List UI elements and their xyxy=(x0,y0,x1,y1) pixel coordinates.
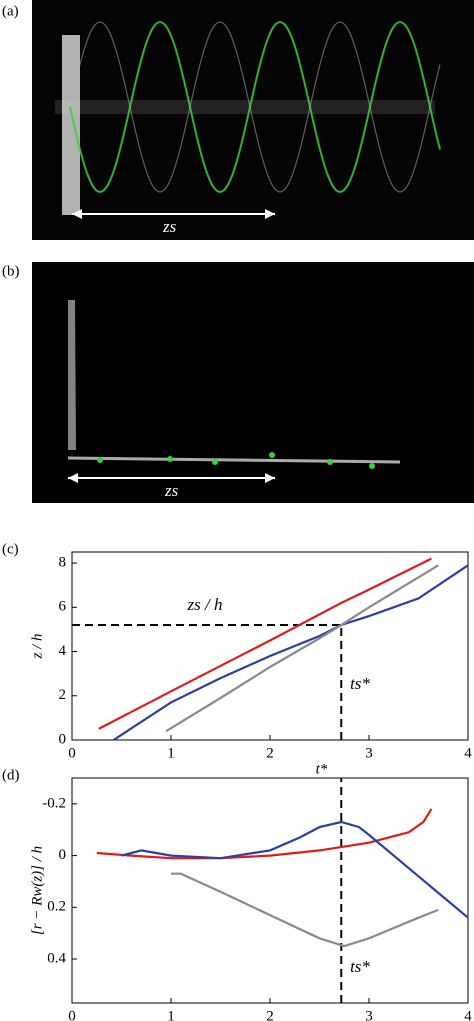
x-axis-label: t* xyxy=(316,761,328,777)
x-tick-label: 3 xyxy=(365,745,373,761)
panel-label: (b) xyxy=(2,263,20,279)
y-axis-label: [r − Rw(z)] / h xyxy=(29,846,45,935)
line xyxy=(96,808,433,860)
y-tick-label: 4 xyxy=(59,643,67,659)
x-tick-label: 2 xyxy=(266,1008,274,1021)
y-tick-label: 0.4 xyxy=(47,950,66,966)
line xyxy=(98,557,432,730)
y-tick-label: 8 xyxy=(59,554,67,570)
x-tick-label: 3 xyxy=(365,1008,373,1021)
helix xyxy=(69,20,441,194)
line xyxy=(165,564,439,733)
annotation: zs xyxy=(162,217,177,236)
nozzle xyxy=(62,35,80,215)
x-tick-label: 4 xyxy=(464,745,472,761)
y-tick-label: 2 xyxy=(59,687,67,703)
y-tick-label: 0.2 xyxy=(47,899,66,915)
droplet xyxy=(167,456,173,462)
panel-label: (d) xyxy=(2,767,20,783)
x-tick-label: 1 xyxy=(167,745,175,761)
helix xyxy=(69,21,441,193)
x-tick-label: 0 xyxy=(68,1008,76,1021)
annotation: zs / h xyxy=(187,595,223,614)
y-axis-label: z / h xyxy=(29,633,45,659)
annotation: ts* xyxy=(350,957,370,976)
panel-label: (a) xyxy=(2,3,19,19)
plot-frame xyxy=(71,777,469,1004)
x-tick-label: 4 xyxy=(464,1008,472,1021)
droplet xyxy=(327,459,333,465)
droplet xyxy=(97,457,103,463)
panel-label: (c) xyxy=(2,541,19,557)
photo-b xyxy=(32,262,474,503)
jet xyxy=(68,300,76,450)
line xyxy=(112,564,469,741)
filament xyxy=(67,456,401,464)
y-tick-label: 0 xyxy=(59,847,67,863)
line xyxy=(121,820,469,919)
x-tick-label: 2 xyxy=(266,745,274,761)
droplet xyxy=(212,459,218,465)
x-tick-label: 0 xyxy=(68,745,76,761)
y-tick-label: -0.2 xyxy=(42,795,66,811)
annotation: ts* xyxy=(350,674,370,693)
annotation: zs xyxy=(164,481,179,500)
droplet xyxy=(369,463,375,469)
droplet xyxy=(269,452,275,458)
x-tick-label: 1 xyxy=(167,1008,175,1021)
y-tick-label: 0 xyxy=(59,731,67,747)
y-tick-label: 6 xyxy=(59,599,67,615)
line xyxy=(171,872,439,948)
wire xyxy=(55,100,435,114)
